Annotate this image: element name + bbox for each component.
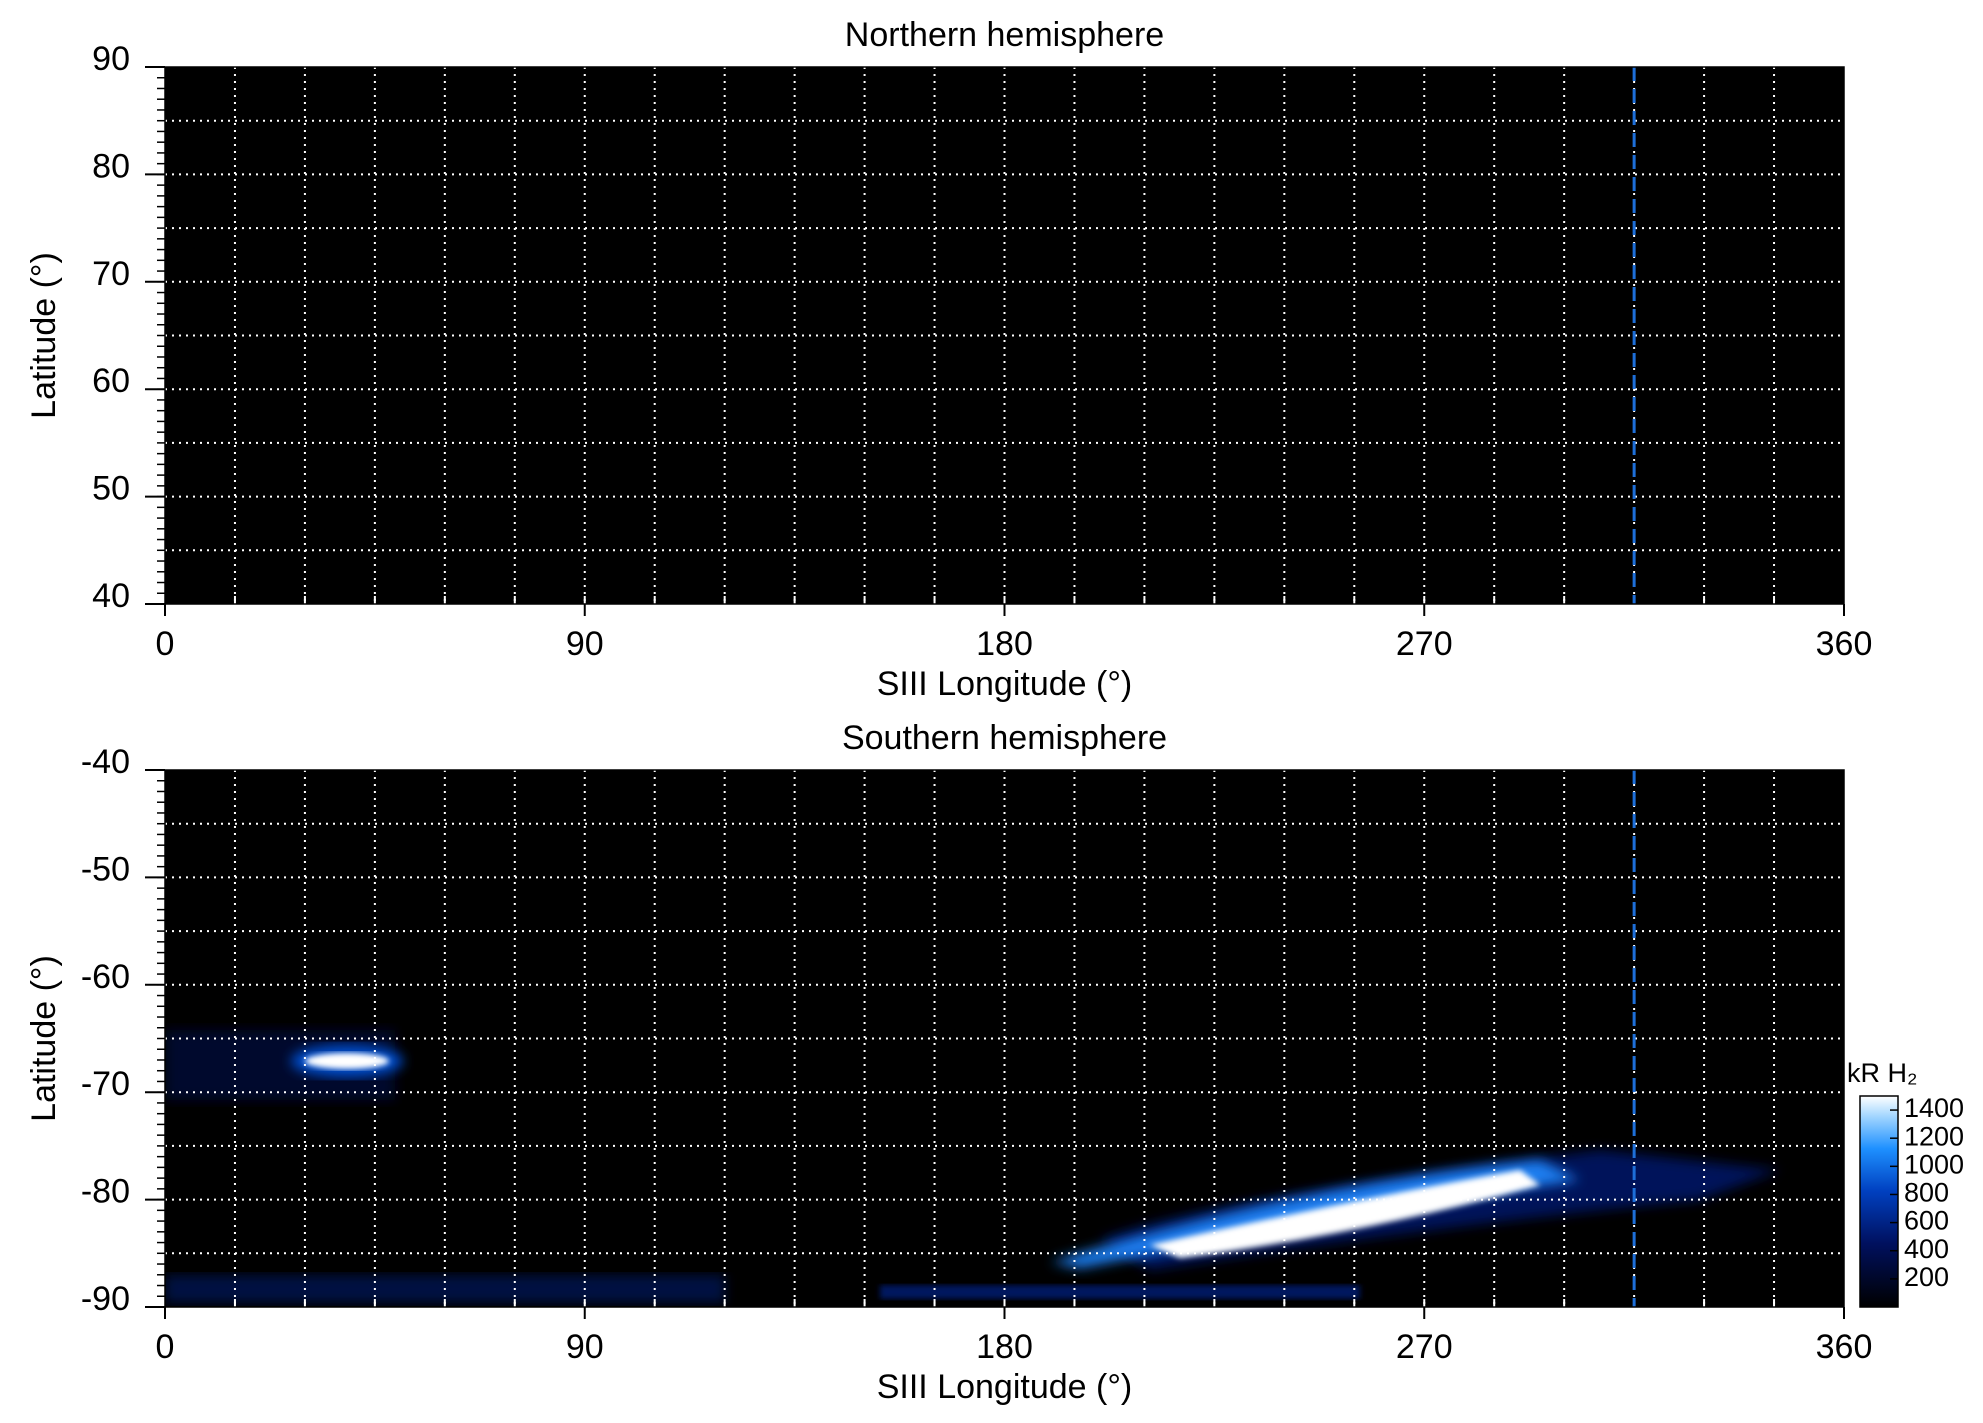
y-tick-label: -60 xyxy=(81,958,130,996)
y-axis-label: Latitude (°) xyxy=(25,252,63,419)
y-tick-label: -80 xyxy=(81,1173,130,1211)
y-tick-label: 70 xyxy=(92,255,130,293)
x-tick-label: 90 xyxy=(566,1328,604,1366)
x-tick-label: 0 xyxy=(156,1328,175,1366)
x-tick-label: 180 xyxy=(976,625,1033,663)
plot-background xyxy=(165,67,1844,604)
plot-frame xyxy=(164,66,1845,605)
x-axis-label: SIII Longitude (°) xyxy=(877,665,1133,703)
y-tick-label: 40 xyxy=(92,577,130,615)
colorbar-tick-label: 1400 xyxy=(1904,1093,1964,1123)
chart-title: Northern hemisphere xyxy=(845,16,1164,54)
chart-title: Southern hemisphere xyxy=(842,719,1167,757)
y-tick-label: 60 xyxy=(92,362,130,400)
colorbar-tick-label: 200 xyxy=(1904,1262,1949,1292)
y-axis-label: Latitude (°) xyxy=(25,955,63,1122)
y-tick-label: 80 xyxy=(92,147,130,185)
plot-frame xyxy=(164,769,1845,1308)
x-tick-label: 270 xyxy=(1396,1328,1453,1366)
x-tick-label: 180 xyxy=(976,1328,1033,1366)
y-tick-label: -90 xyxy=(81,1280,130,1318)
emission-image xyxy=(165,1030,1780,1303)
y-tick-label: -70 xyxy=(81,1065,130,1103)
colorbar-tick-label: 1200 xyxy=(1904,1121,1964,1151)
y-tick-label: -50 xyxy=(81,850,130,888)
x-tick-label: 270 xyxy=(1396,625,1453,663)
x-tick-label: 0 xyxy=(156,625,175,663)
colorbar-tick-label: 1000 xyxy=(1904,1149,1964,1179)
y-tick-label: -40 xyxy=(81,743,130,781)
colorbar-label: kR H₂ xyxy=(1847,1058,1917,1088)
x-tick-label: 360 xyxy=(1816,625,1873,663)
x-tick-label: 360 xyxy=(1816,1328,1873,1366)
x-axis-label: SIII Longitude (°) xyxy=(877,1368,1133,1406)
plot-background xyxy=(165,770,1844,1307)
colorbar-tick-label: 400 xyxy=(1904,1234,1949,1264)
colorbar-gradient xyxy=(1859,1095,1899,1308)
colorbar-tick-label: 600 xyxy=(1904,1206,1949,1236)
y-tick-label: 50 xyxy=(92,470,130,508)
y-tick-label: 90 xyxy=(92,40,130,78)
x-tick-label: 90 xyxy=(566,625,604,663)
colorbar-tick-label: 800 xyxy=(1904,1178,1949,1208)
